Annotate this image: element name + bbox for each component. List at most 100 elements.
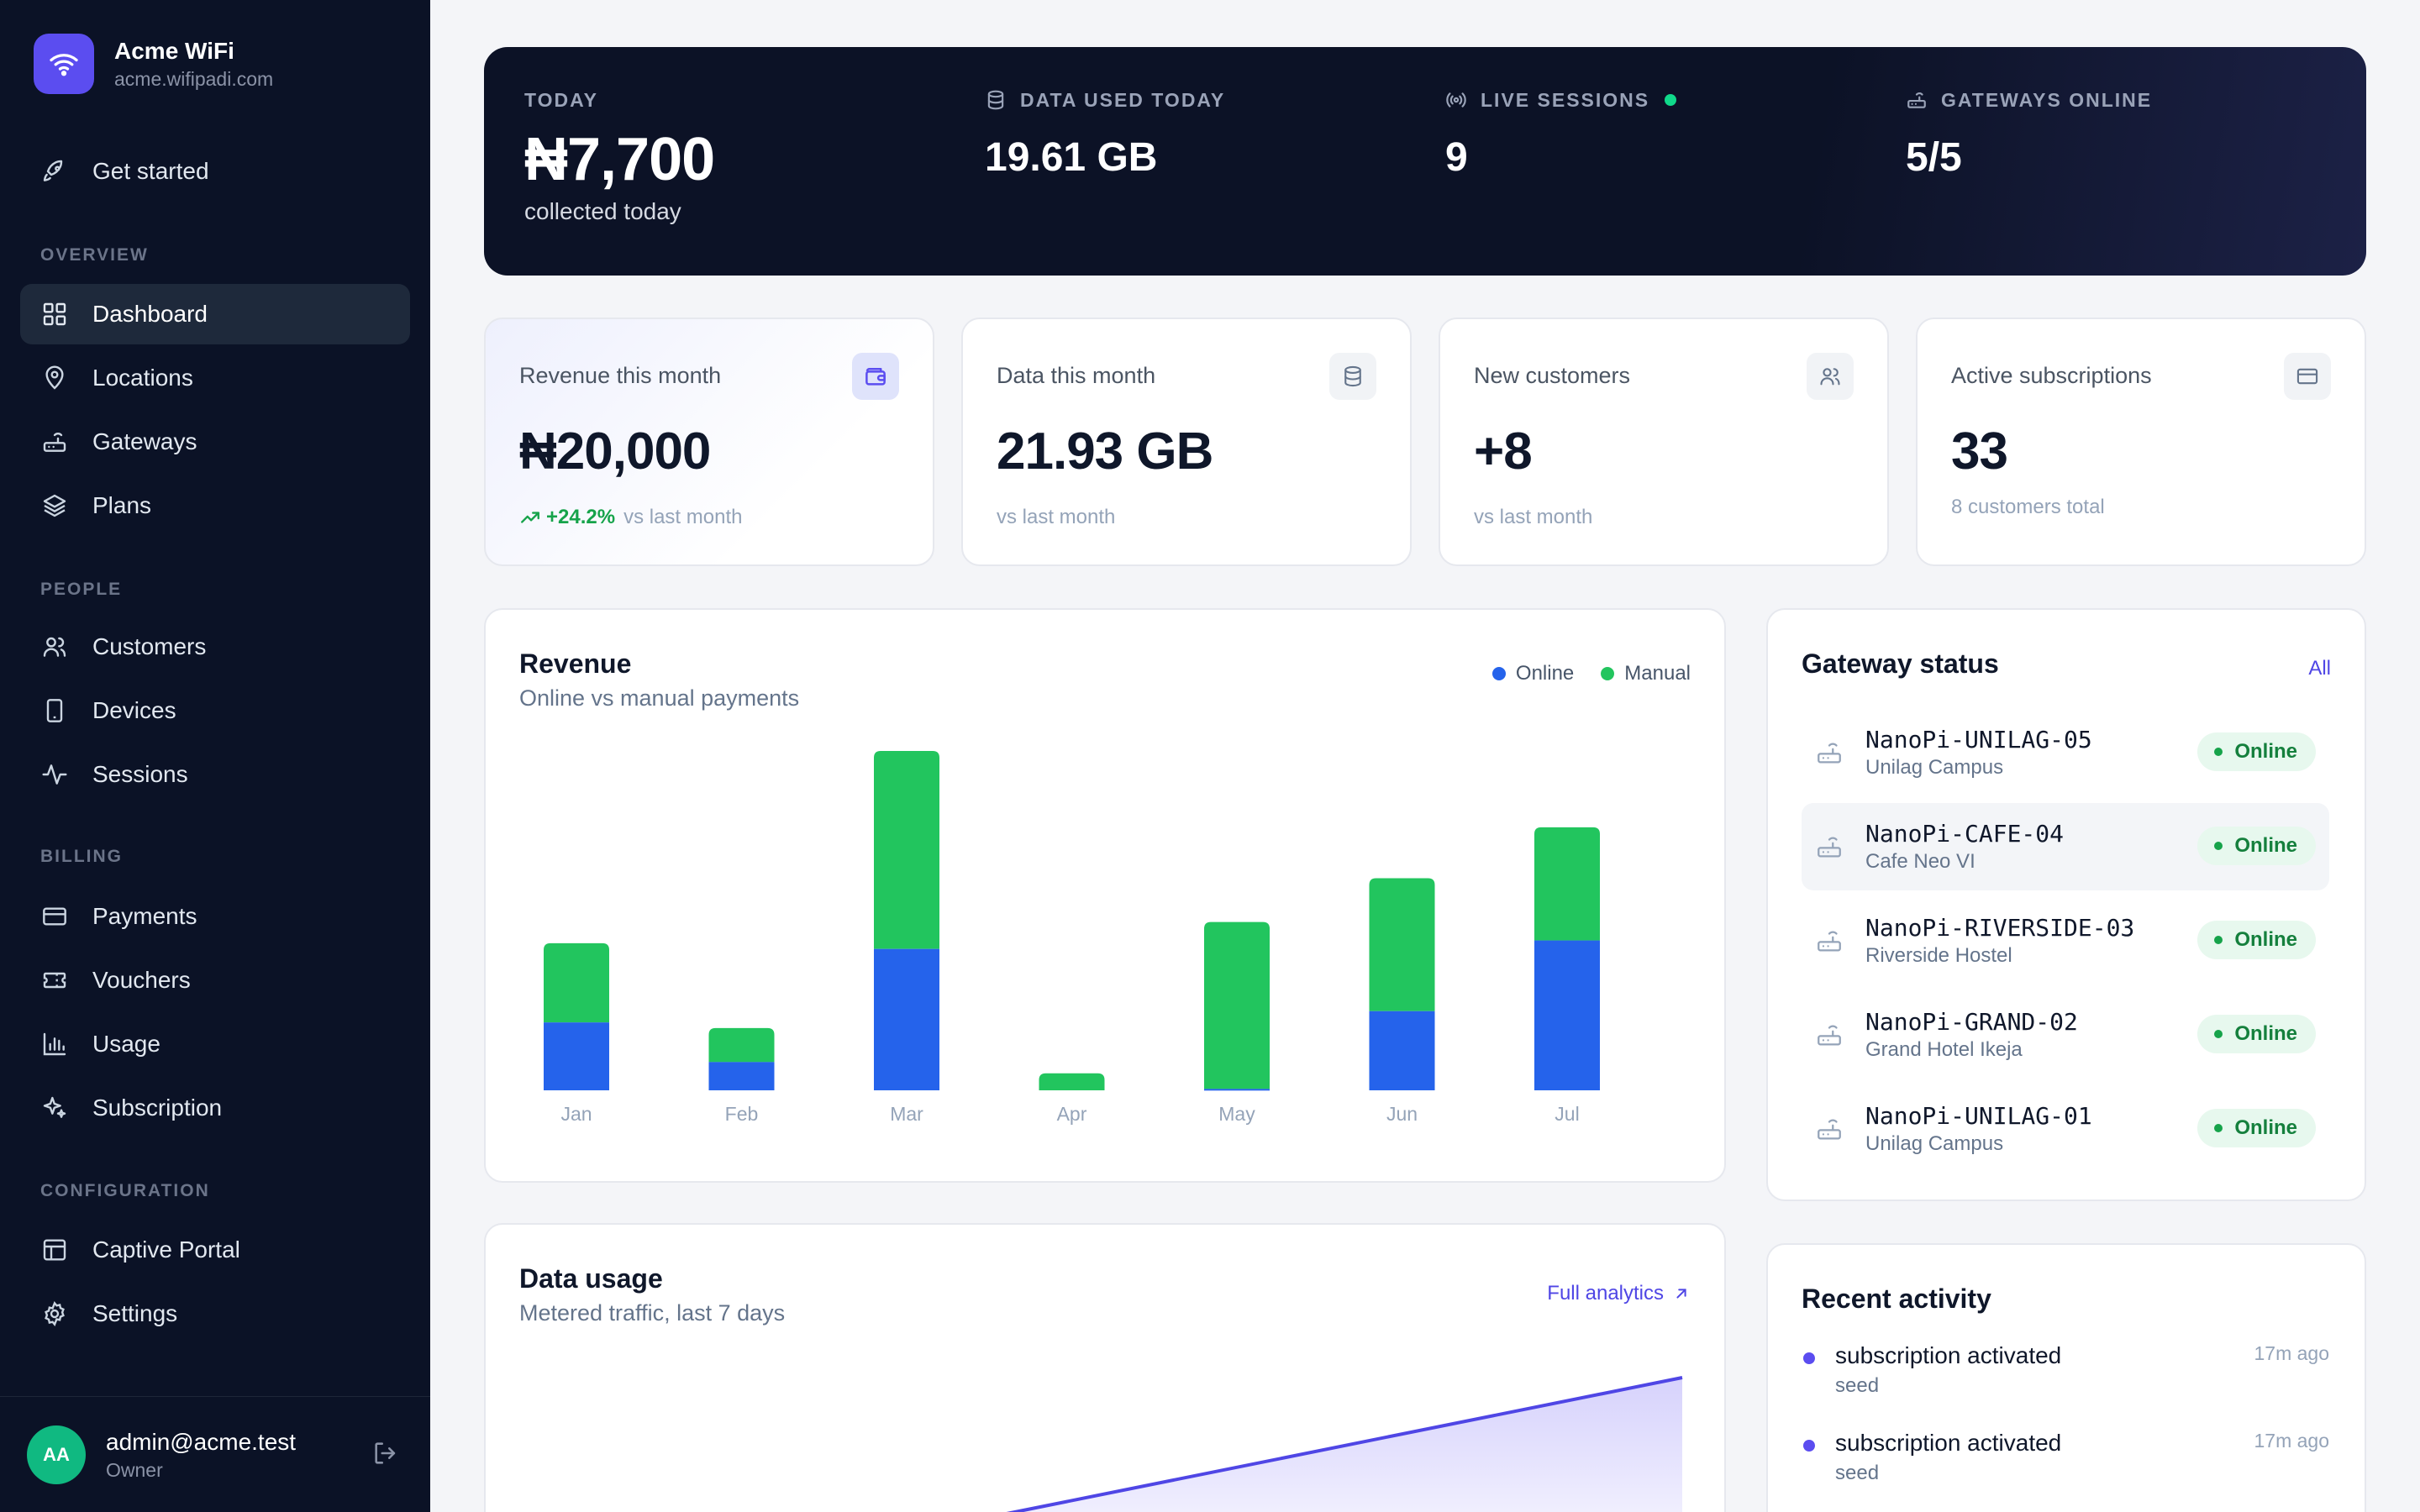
gateway-row[interactable]: NanoPi-GRAND-02 Grand Hotel Ikeja Online [1802, 991, 2329, 1079]
user-email: admin@acme.test [106, 1428, 297, 1455]
nav-gateways[interactable]: Gateways [20, 412, 410, 472]
gateway-name: NanoPi-UNILAG-05 [1865, 726, 2092, 753]
nav-locations[interactable]: Locations [20, 348, 410, 408]
nav-dashboard[interactable]: Dashboard [20, 284, 410, 344]
revenue-panel: Revenue Online vs manual payments Online… [484, 608, 1726, 1183]
nav-customers[interactable]: Customers [20, 617, 410, 677]
panel-subtitle: Metered traffic, last 7 days [519, 1300, 786, 1326]
router-icon [40, 428, 69, 456]
stat-card-revenue[interactable]: Revenue this month ₦20,000 +24.2% vs las… [484, 318, 934, 566]
gateway-name: NanoPi-GRAND-02 [1865, 1008, 2078, 1036]
nav-usage[interactable]: Usage [20, 1014, 410, 1074]
user-menu[interactable]: AA admin@acme.test Owner [0, 1396, 430, 1512]
hero-data-label: DATA USED TODAY [1020, 88, 1226, 111]
bar-online-jan[interactable] [544, 1022, 609, 1090]
bar-online-feb[interactable] [708, 1062, 775, 1090]
nav-label: Captive Portal [92, 1236, 240, 1263]
full-analytics-link[interactable]: Full analytics [1547, 1282, 1691, 1305]
gear-icon [40, 1299, 69, 1328]
nav-section-configuration: CONFIGURATION [40, 1181, 210, 1200]
sparkles-icon [40, 1094, 69, 1122]
live-indicator-dot [1665, 94, 1677, 106]
nav-payments[interactable]: Payments [20, 886, 410, 947]
panel-title: Gateway status [1802, 648, 1999, 679]
logout-icon[interactable] [371, 1439, 405, 1473]
user-role: Owner [106, 1458, 163, 1481]
nav-label: Plans [92, 492, 152, 518]
stat-value: 33 [1951, 423, 2008, 480]
stat-card-customers[interactable]: New customers +8 vs last month [1439, 318, 1889, 566]
nav-label: Dashboard [92, 301, 208, 327]
bar-manual-may[interactable] [1204, 921, 1270, 1089]
bar-manual-jun[interactable] [1369, 878, 1435, 1011]
stat-label: New customers [1474, 363, 1631, 388]
hero-data-value: 19.61 GB [985, 135, 1158, 180]
nav-section-overview: OVERVIEW [40, 245, 149, 265]
x-tick-label: May [1218, 1103, 1255, 1125]
bar-manual-feb[interactable] [708, 1027, 775, 1063]
x-tick-label: Mar [890, 1103, 923, 1125]
nav-label: Payments [92, 903, 197, 929]
nav-captive-portal[interactable]: Captive Portal [20, 1220, 410, 1280]
status-label: Online [2234, 740, 2297, 763]
bar-online-jun[interactable] [1369, 1011, 1435, 1090]
database-icon [985, 89, 1007, 111]
arrow-up-right-icon [1676, 1289, 1686, 1299]
nav-plans[interactable]: Plans [20, 475, 410, 536]
gateway-row[interactable]: NanoPi-UNILAG-01 Unilag Campus Online [1802, 1085, 2329, 1173]
usage-line [1006, 1376, 1683, 1512]
activity-sub: seed [1835, 1374, 1880, 1397]
gateway-row[interactable]: NanoPi-RIVERSIDE-03 Riverside Hostel Onl… [1802, 897, 2329, 984]
hero-today-value: ₦7,700 [524, 126, 715, 193]
hero-gateways: GATEWAYS ONLINE 5/5 [1906, 87, 2152, 181]
nav-label: Usage [92, 1031, 160, 1057]
nav-label: Gateways [92, 428, 197, 454]
brand[interactable]: Acme WiFi acme.wifipadi.com [34, 34, 273, 94]
bar-online-mar[interactable] [874, 948, 939, 1090]
gateway-location: Unilag Campus [1865, 756, 2004, 779]
router-icon [1815, 1018, 1849, 1052]
hero-today: TODAY ₦7,700 collected today [524, 87, 715, 225]
stat-value: ₦20,000 [519, 423, 711, 480]
stat-foot: 8 customers total [1951, 496, 2105, 518]
status-label: Online [2234, 1116, 2297, 1139]
nav-vouchers[interactable]: Vouchers [20, 950, 410, 1011]
gateway-row[interactable]: NanoPi-UNILAG-05 Unilag Campus Online [1802, 709, 2329, 796]
stat-card-subscriptions[interactable]: Active subscriptions 33 8 customers tota… [1916, 318, 2366, 566]
hero-sessions: LIVE SESSIONS 9 [1445, 87, 1677, 181]
activity-title: subscription activated [1835, 1342, 2062, 1368]
status-badge: Online [2197, 827, 2316, 865]
hero-today-sub: collected today [524, 198, 681, 224]
bar-manual-jan[interactable] [544, 942, 609, 1023]
map-pin-icon [40, 364, 69, 392]
bar-online-jul[interactable] [1534, 940, 1600, 1090]
bar-online-may[interactable] [1204, 1089, 1270, 1091]
x-tick-label: Jun [1386, 1103, 1418, 1125]
credit-card-icon [40, 902, 69, 931]
gateway-row[interactable]: NanoPi-CAFE-04 Cafe Neo VI Online [1802, 803, 2329, 890]
x-tick-label: Jan [560, 1103, 592, 1125]
stat-label: Revenue this month [519, 363, 722, 388]
gateways-all-link[interactable]: All [2308, 657, 2331, 680]
nav-label: Devices [92, 697, 176, 723]
hero-sessions-label: LIVE SESSIONS [1481, 88, 1650, 111]
bar-manual-jul[interactable] [1534, 827, 1600, 941]
smartphone-icon [40, 696, 69, 725]
stat-value: +8 [1474, 423, 1533, 480]
bar-manual-apr[interactable] [1039, 1073, 1105, 1090]
panel-title: Revenue [519, 648, 632, 679]
nav-settings[interactable]: Settings [20, 1284, 410, 1344]
nav-devices[interactable]: Devices [20, 680, 410, 741]
wallet-icon [852, 353, 899, 400]
nav-sessions[interactable]: Sessions [20, 744, 410, 805]
stat-card-data[interactable]: Data this month 21.93 GB vs last month [961, 318, 1412, 566]
hero-today-label: TODAY [524, 88, 598, 111]
bar-manual-mar[interactable] [874, 751, 939, 949]
brand-domain: acme.wifipadi.com [114, 68, 274, 90]
activity-time: 17m ago [2254, 1430, 2329, 1452]
activity-time: 17m ago [2254, 1342, 2329, 1364]
nav-label: Vouchers [92, 967, 191, 993]
nav-subscription[interactable]: Subscription [20, 1078, 410, 1138]
nav-get-started[interactable]: Get started [20, 141, 410, 202]
stat-foot: +24.2% vs last month [519, 506, 742, 529]
